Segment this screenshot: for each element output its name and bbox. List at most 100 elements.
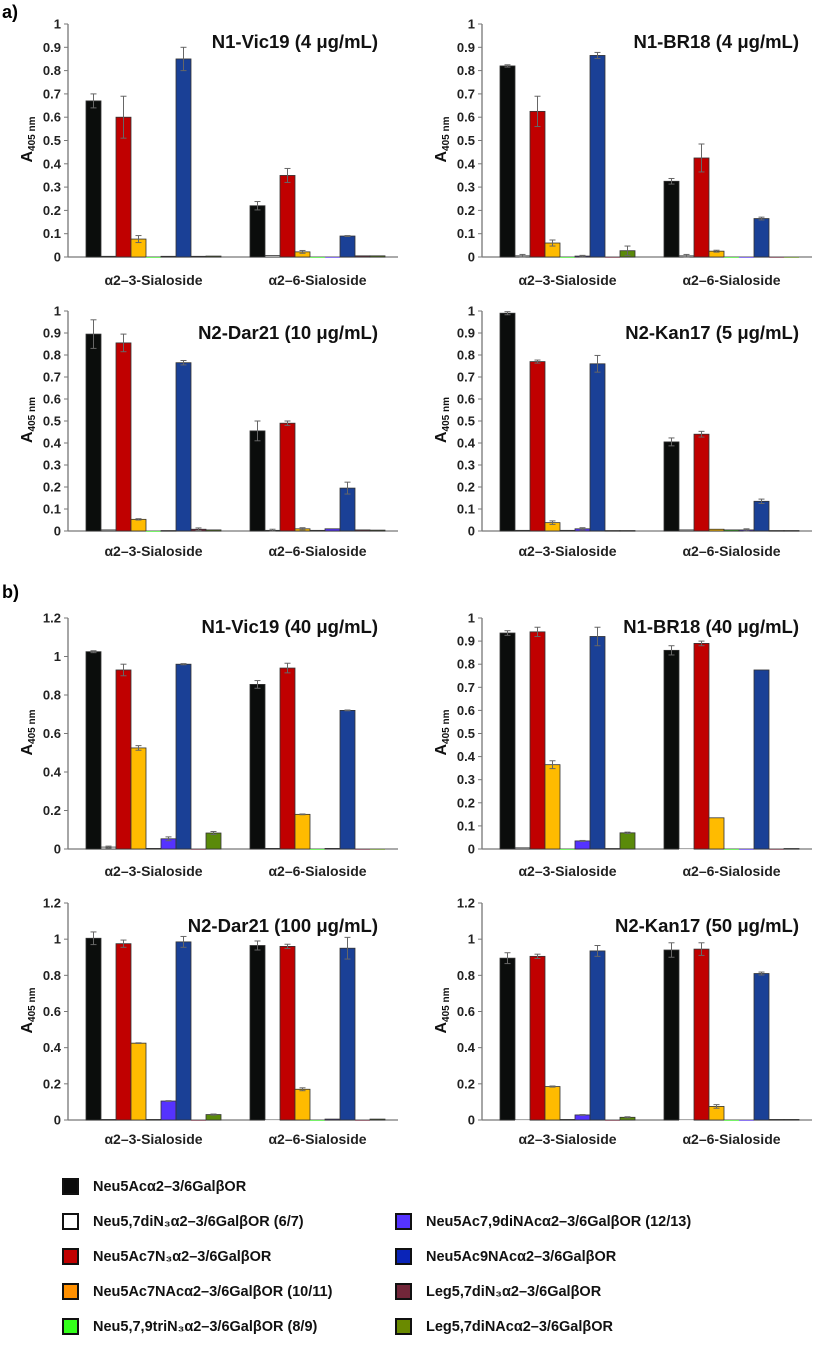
y-tick-label: 0.3 xyxy=(43,458,61,473)
bar xyxy=(310,849,325,850)
y-axis-label-sub: 405 nm xyxy=(441,116,452,151)
bar xyxy=(724,1120,739,1121)
bar xyxy=(369,1118,386,1121)
y-tick-label: 1 xyxy=(54,932,61,947)
bar xyxy=(249,945,266,1121)
y-axis-label: A405 nm xyxy=(19,709,38,755)
y-tick-label: 0.8 xyxy=(457,348,475,363)
legend-label: Neu5Ac7,9diNAcα2–3/6GalβOR (12/13) xyxy=(426,1213,692,1230)
y-axis-label-sub: 405 nm xyxy=(441,397,452,432)
bar xyxy=(723,529,740,532)
y-axis-label-sub: 405 nm xyxy=(27,397,38,432)
bar xyxy=(324,1118,341,1121)
bar xyxy=(310,257,325,258)
y-axis-label-sub: 405 nm xyxy=(27,709,38,744)
y-tick-label: 0.6 xyxy=(43,726,61,741)
category-label: α2–6-Sialoside xyxy=(682,1131,780,1147)
bar xyxy=(605,1120,620,1121)
bar xyxy=(768,530,785,532)
y-tick-label: 1 xyxy=(54,649,61,664)
category-label: α2–3-Sialoside xyxy=(104,272,202,288)
bar xyxy=(604,530,621,532)
bar xyxy=(145,848,162,850)
legend-item: Neu5,7,9triN₃α2–3/6GalβOR (8/9) xyxy=(62,1318,317,1335)
bar xyxy=(146,531,161,532)
y-tick-label: 0.4 xyxy=(457,436,476,451)
y-tick-label: 0.6 xyxy=(43,1004,61,1019)
bar xyxy=(499,957,516,1121)
y-tick-label: 0.2 xyxy=(457,203,475,218)
bar xyxy=(160,255,177,258)
bar xyxy=(663,949,680,1121)
figure-label-b: b) xyxy=(2,582,19,602)
bar xyxy=(529,110,546,258)
y-tick-label: 0.3 xyxy=(457,772,475,787)
bar xyxy=(769,257,784,258)
chart-panel: 0 0.2 0.4 0.6 0.8 1 1.2 A405 nm N2-Kan17 (50 μg/… xyxy=(433,896,812,1147)
bar xyxy=(279,422,296,532)
bar xyxy=(354,529,371,532)
legend-swatch xyxy=(395,1248,412,1265)
y-tick-label: 0.5 xyxy=(43,414,61,429)
chart-panel: 0 0.1 0.2 0.3 0.4 0.5 0.6 0.7 0.8 0.9 1 A405 nm N1-V… xyxy=(19,17,398,288)
bar xyxy=(515,1120,530,1121)
bar xyxy=(753,218,770,258)
y-axis-label-main: A xyxy=(433,744,450,756)
bar xyxy=(783,530,800,532)
legend-label: Leg5,7diN₃α2–3/6GalβOR xyxy=(426,1283,602,1300)
category-label: α2–3-Sialoside xyxy=(518,272,616,288)
legend-swatch xyxy=(395,1213,412,1230)
y-tick-label: 1 xyxy=(54,17,61,32)
y-axis-label-main: A xyxy=(433,1022,450,1034)
bar xyxy=(279,175,296,258)
bar xyxy=(693,433,710,532)
y-tick-label: 0.2 xyxy=(457,1076,475,1091)
category-label: α2–3-Sialoside xyxy=(518,863,616,879)
bar xyxy=(693,948,710,1121)
category-label: α2–6-Sialoside xyxy=(682,543,780,559)
bar xyxy=(605,257,620,258)
y-tick-label: 0.6 xyxy=(43,392,61,407)
panel-title: N1-BR18 (4 μg/mL) xyxy=(633,31,799,52)
y-tick-label: 0.3 xyxy=(457,180,475,195)
bar xyxy=(85,333,102,532)
bar xyxy=(560,849,575,850)
legend-label: Neu5Ac9NAcα2–3/6GalβOR xyxy=(426,1248,617,1265)
bar xyxy=(264,255,281,258)
bar xyxy=(294,1088,311,1121)
category-label: α2–6-Sialoside xyxy=(268,1131,366,1147)
bar xyxy=(205,529,222,532)
bar xyxy=(589,636,606,850)
bar xyxy=(589,950,606,1121)
category-label: α2–6-Sialoside xyxy=(682,272,780,288)
y-tick-label: 0.8 xyxy=(43,63,61,78)
bar xyxy=(175,941,192,1121)
bar xyxy=(559,1119,576,1121)
y-tick-label: 0.7 xyxy=(43,370,61,385)
bar xyxy=(100,255,117,258)
y-tick-label: 0.5 xyxy=(43,133,61,148)
bar xyxy=(309,529,326,532)
y-tick-label: 0.8 xyxy=(457,63,475,78)
bar xyxy=(115,943,132,1121)
bar xyxy=(310,1120,325,1121)
bar xyxy=(499,65,516,258)
y-tick-label: 0.7 xyxy=(457,86,475,101)
bar xyxy=(499,312,516,532)
bar xyxy=(205,255,222,258)
bar xyxy=(190,255,207,258)
bar xyxy=(370,849,385,850)
bar xyxy=(604,848,621,850)
y-tick-label: 0.9 xyxy=(43,40,61,55)
bar xyxy=(191,849,206,850)
bar xyxy=(324,848,341,850)
legend-label: Neu5Ac7NAcα2–3/6GalβOR (10/11) xyxy=(93,1283,333,1300)
legend-item: Neu5,7diN₃α2–3/6GalβOR (6/7) xyxy=(62,1213,304,1230)
y-tick-label: 0 xyxy=(54,250,61,265)
chart-panel: 0 0.1 0.2 0.3 0.4 0.5 0.6 0.7 0.8 0.9 1 A405 nm N1-B… xyxy=(433,611,812,879)
y-tick-label: 0.7 xyxy=(457,370,475,385)
y-tick-label: 0.1 xyxy=(457,226,475,241)
bar xyxy=(678,529,695,532)
bar xyxy=(693,643,710,850)
